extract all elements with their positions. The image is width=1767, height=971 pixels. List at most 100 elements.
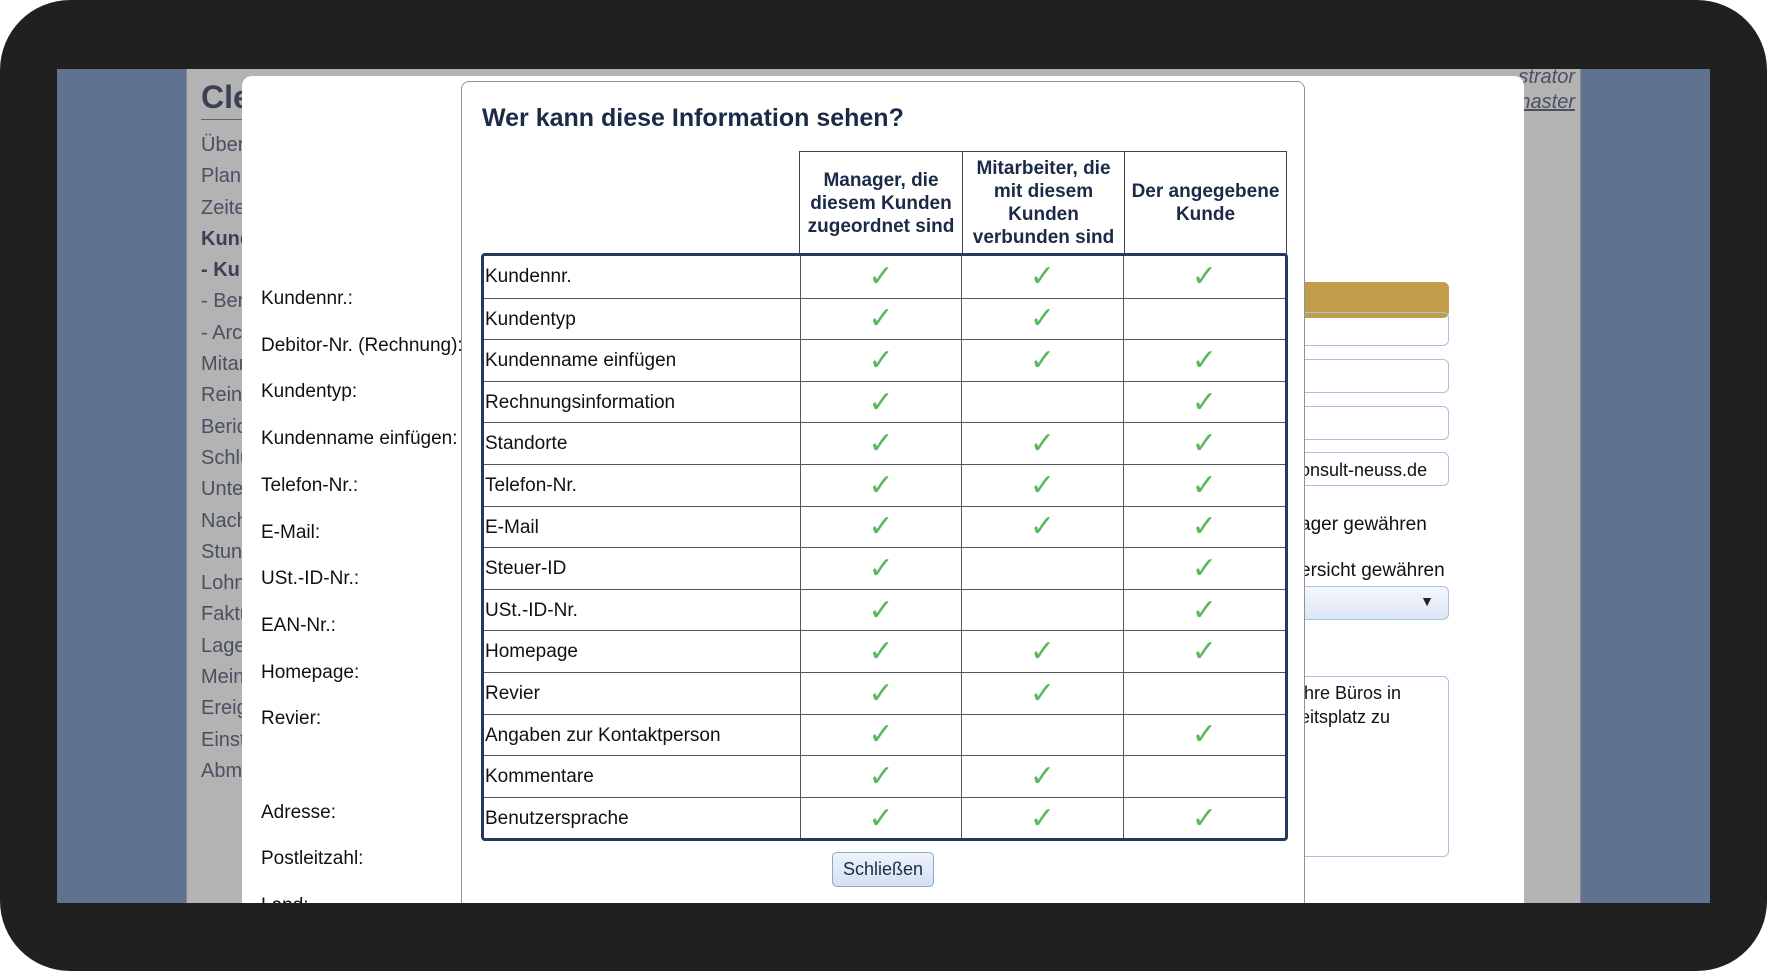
visibility-cell: ✓ — [962, 298, 1124, 340]
sidebar-item[interactable]: Unte — [201, 478, 244, 501]
kundenname-input[interactable] — [1300, 359, 1449, 393]
visibility-dialog: Wer kann diese Information sehen? Manage… — [461, 81, 1305, 903]
sidebar-item[interactable]: Kund — [201, 227, 253, 250]
visibility-cell: ✓ — [801, 548, 963, 589]
sidebar-item[interactable]: Über — [201, 134, 245, 156]
sidebar-item[interactable]: Faktu — [201, 603, 252, 626]
visibility-cell — [1124, 673, 1285, 714]
check-icon: ✓ — [868, 343, 894, 377]
table-row: E-Mail ✓ ✓ ✓ — [484, 505, 1285, 548]
field-label: Postleitzahl: — [261, 848, 364, 870]
sidebar-item[interactable]: Zeite — [201, 196, 246, 219]
email-input[interactable]: onsult-neuss.de — [1300, 452, 1449, 486]
visibility-cell: ✓ — [801, 672, 963, 714]
sidebar-item[interactable]: Einst — [201, 728, 246, 751]
visibility-cell: ✓ — [801, 464, 963, 506]
sidebar-item[interactable]: Stun — [201, 540, 243, 563]
table-row: USt.-ID-Nr. ✓ ✓ — [484, 588, 1285, 631]
check-icon: ✓ — [1029, 302, 1055, 336]
telefon-input[interactable] — [1300, 406, 1449, 440]
table-row: Telefon-Nr. ✓ ✓ ✓ — [484, 463, 1285, 506]
visibility-cell — [1124, 756, 1285, 797]
table-row: Kundennr. ✓ ✓ ✓ — [484, 256, 1285, 298]
field-label: Kundennr.: — [261, 288, 353, 309]
check-icon: ✓ — [1191, 801, 1217, 835]
option-text: ager gewähren — [1300, 514, 1427, 535]
visibility-cell: ✓ — [1124, 590, 1285, 631]
check-icon: ✓ — [868, 510, 894, 544]
table-row: Angaben zur Kontaktperson ✓ ✓ — [484, 713, 1285, 756]
visibility-cell: ✓ — [962, 256, 1124, 298]
field-label: Kundentyp: — [261, 381, 358, 403]
check-icon: ✓ — [1029, 343, 1055, 377]
visibility-cell — [962, 381, 1124, 423]
close-button[interactable]: Schließen — [832, 852, 934, 887]
visibility-cell: ✓ — [1124, 256, 1285, 298]
visibility-cell: ✓ — [801, 256, 963, 298]
table-row: Kundentyp ✓ ✓ — [484, 297, 1285, 340]
dialog-title: Wer kann diese Information sehen? — [482, 104, 904, 132]
sidebar-item[interactable]: Planu — [201, 165, 253, 188]
sidebar-item[interactable]: Ereig — [201, 697, 248, 720]
visibility-cell: ✓ — [801, 756, 963, 797]
comment-textarea[interactable]: ihre Büros in eitsplatz zu — [1300, 676, 1449, 857]
visibility-cell: ✓ — [1124, 798, 1285, 839]
row-label: Telefon-Nr. — [484, 464, 801, 506]
check-icon: ✓ — [868, 427, 894, 461]
sidebar-item[interactable]: Reini — [201, 384, 247, 407]
field-label: Land: — [261, 895, 309, 903]
user-role: strator — [1518, 69, 1575, 88]
visibility-cell: ✓ — [962, 756, 1124, 797]
check-icon: ✓ — [868, 635, 894, 669]
table-row: Standorte ✓ ✓ ✓ — [484, 422, 1285, 464]
row-label: Revier — [484, 672, 801, 714]
check-icon: ✓ — [868, 718, 894, 752]
sidebar-item[interactable]: Mitar — [201, 353, 246, 376]
field-label: EAN-Nr.: — [261, 614, 336, 636]
sidebar-item[interactable]: - Ber — [201, 290, 245, 313]
row-label: Kundentyp — [484, 298, 801, 340]
table-row: Kundenname einfügen ✓ ✓ ✓ — [484, 339, 1285, 381]
check-icon: ✓ — [1029, 801, 1055, 835]
visibility-cell: ✓ — [801, 298, 963, 340]
check-icon: ✓ — [1191, 343, 1217, 377]
check-icon: ✓ — [1029, 510, 1055, 544]
visibility-cell: ✓ — [801, 381, 963, 423]
check-icon: ✓ — [1191, 718, 1217, 752]
sidebar-item[interactable]: Schlü — [201, 446, 252, 469]
visibility-cell: ✓ — [801, 797, 963, 839]
table-row: Benutzersprache ✓ ✓ ✓ — [484, 796, 1285, 839]
visibility-cell: ✓ — [801, 506, 963, 548]
option-text: ersicht gewähren — [1300, 560, 1445, 581]
check-icon: ✓ — [868, 260, 894, 294]
row-label: Kundenname einfügen — [484, 340, 801, 381]
field-label: Kundenname einfügen: — [261, 428, 458, 450]
sidebar-item[interactable]: Lage — [201, 634, 246, 657]
chevron-down-icon: ▼ — [1420, 593, 1434, 609]
kundentyp-input[interactable] — [1300, 312, 1449, 346]
visibility-cell: ✓ — [1124, 423, 1285, 464]
visibility-cell: ✓ — [1124, 340, 1285, 381]
sidebar-item[interactable]: Mein — [201, 666, 245, 689]
sidebar-item[interactable]: - Ku — [201, 259, 240, 282]
check-icon: ✓ — [1029, 260, 1055, 294]
field-label: USt.-ID-Nr.: — [261, 568, 360, 590]
sidebar-item[interactable]: Beric — [201, 415, 247, 438]
sidebar-item[interactable]: Lohn — [201, 572, 246, 595]
check-icon: ✓ — [1191, 635, 1217, 669]
table-row: Homepage ✓ ✓ ✓ — [484, 630, 1285, 672]
column-header: Manager, die diesem Kunden zugeordnet si… — [807, 169, 955, 237]
sidebar-item[interactable]: Nach — [201, 509, 248, 532]
visibility-cell — [962, 548, 1124, 589]
check-icon: ✓ — [1191, 260, 1217, 294]
sidebar-item[interactable]: - Arc — [201, 321, 243, 344]
check-icon: ✓ — [868, 801, 894, 835]
sidebar-item[interactable]: Abme — [201, 759, 254, 782]
user-name-link[interactable]: naster — [1519, 91, 1575, 113]
check-icon: ✓ — [1029, 635, 1055, 669]
visibility-cell — [962, 714, 1124, 756]
visibility-cell — [1124, 299, 1285, 340]
visibility-cell: ✓ — [801, 714, 963, 756]
select-dropdown[interactable]: ▼ — [1300, 586, 1449, 620]
